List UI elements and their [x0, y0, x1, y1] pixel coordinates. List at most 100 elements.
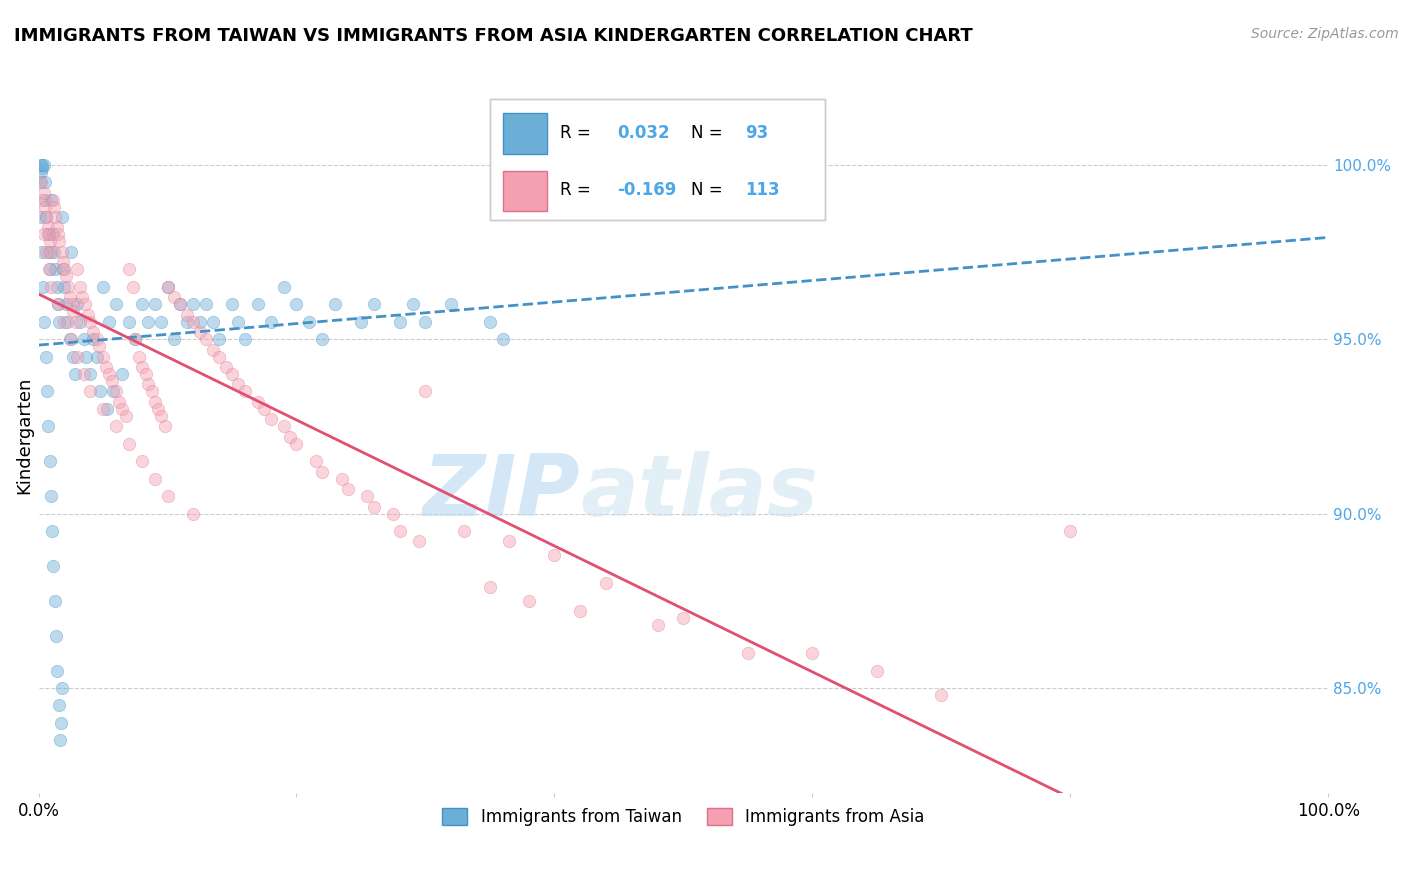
Point — [737, 646, 759, 660]
Point — [128, 350, 150, 364]
Text: atlas: atlas — [581, 450, 818, 533]
Point — [39, 235, 62, 249]
Point — [31, 158, 53, 172]
Point — [401, 297, 423, 311]
Point — [121, 279, 143, 293]
Point — [91, 279, 114, 293]
Point — [143, 297, 166, 311]
Point — [136, 315, 159, 329]
Point — [672, 611, 695, 625]
Point — [221, 297, 243, 311]
Point — [60, 297, 83, 311]
Point — [131, 454, 153, 468]
Point — [34, 193, 56, 207]
Point — [35, 210, 58, 224]
Point — [492, 332, 515, 346]
Point — [408, 534, 430, 549]
Point — [72, 290, 94, 304]
Point — [169, 297, 191, 311]
Point — [163, 332, 186, 346]
Point — [595, 576, 617, 591]
Point — [38, 454, 60, 468]
Point — [101, 374, 124, 388]
Point — [31, 244, 53, 259]
Point — [181, 315, 204, 329]
Point — [233, 384, 256, 399]
Point — [38, 262, 60, 277]
Point — [51, 244, 73, 259]
Point — [86, 350, 108, 364]
Point — [131, 297, 153, 311]
Point — [53, 262, 76, 277]
Point — [79, 367, 101, 381]
Point — [195, 297, 218, 311]
Point — [156, 489, 179, 503]
Point — [801, 646, 824, 660]
Point — [115, 409, 138, 423]
Point — [285, 297, 308, 311]
Point — [49, 733, 72, 747]
Point — [35, 244, 58, 259]
Point — [647, 618, 669, 632]
Point — [124, 332, 146, 346]
Point — [48, 235, 70, 249]
Legend: Immigrants from Taiwan, Immigrants from Asia: Immigrants from Taiwan, Immigrants from … — [434, 799, 932, 834]
Point — [63, 367, 86, 381]
Point — [32, 279, 55, 293]
Point — [46, 227, 69, 242]
Point — [150, 315, 173, 329]
Point — [66, 262, 89, 277]
Point — [37, 227, 59, 242]
Point — [34, 315, 56, 329]
Point — [30, 175, 52, 189]
Point — [44, 210, 66, 224]
Point — [58, 332, 80, 346]
Point — [569, 604, 592, 618]
Point — [253, 401, 276, 416]
Point — [246, 395, 269, 409]
Point — [37, 220, 59, 235]
Point — [37, 419, 59, 434]
Point — [388, 524, 411, 538]
Point — [118, 315, 141, 329]
Point — [89, 384, 111, 399]
Point — [156, 279, 179, 293]
Point — [31, 161, 53, 176]
Point — [228, 315, 250, 329]
Point — [79, 315, 101, 329]
Point — [453, 524, 475, 538]
Point — [52, 255, 75, 269]
Point — [58, 279, 80, 293]
Point — [31, 193, 53, 207]
Point — [56, 315, 79, 329]
Point — [363, 500, 385, 514]
Point — [35, 210, 58, 224]
Text: ZIP: ZIP — [423, 450, 581, 533]
Point — [48, 315, 70, 329]
Point — [39, 262, 62, 277]
Point — [103, 384, 125, 399]
Point — [176, 308, 198, 322]
Point — [42, 200, 65, 214]
Point — [201, 343, 224, 357]
Point — [929, 688, 952, 702]
Point — [181, 507, 204, 521]
Point — [51, 210, 73, 224]
Point — [323, 297, 346, 311]
Point — [543, 549, 565, 563]
Point — [79, 384, 101, 399]
Point — [30, 164, 52, 178]
Point — [382, 507, 405, 521]
Point — [866, 664, 889, 678]
Point — [66, 350, 89, 364]
Point — [41, 244, 63, 259]
Point — [94, 359, 117, 374]
Point — [89, 339, 111, 353]
Point — [53, 315, 76, 329]
Point — [195, 332, 218, 346]
Point — [30, 158, 52, 172]
Point — [135, 367, 157, 381]
Point — [69, 315, 91, 329]
Point — [156, 279, 179, 293]
Point — [148, 401, 170, 416]
